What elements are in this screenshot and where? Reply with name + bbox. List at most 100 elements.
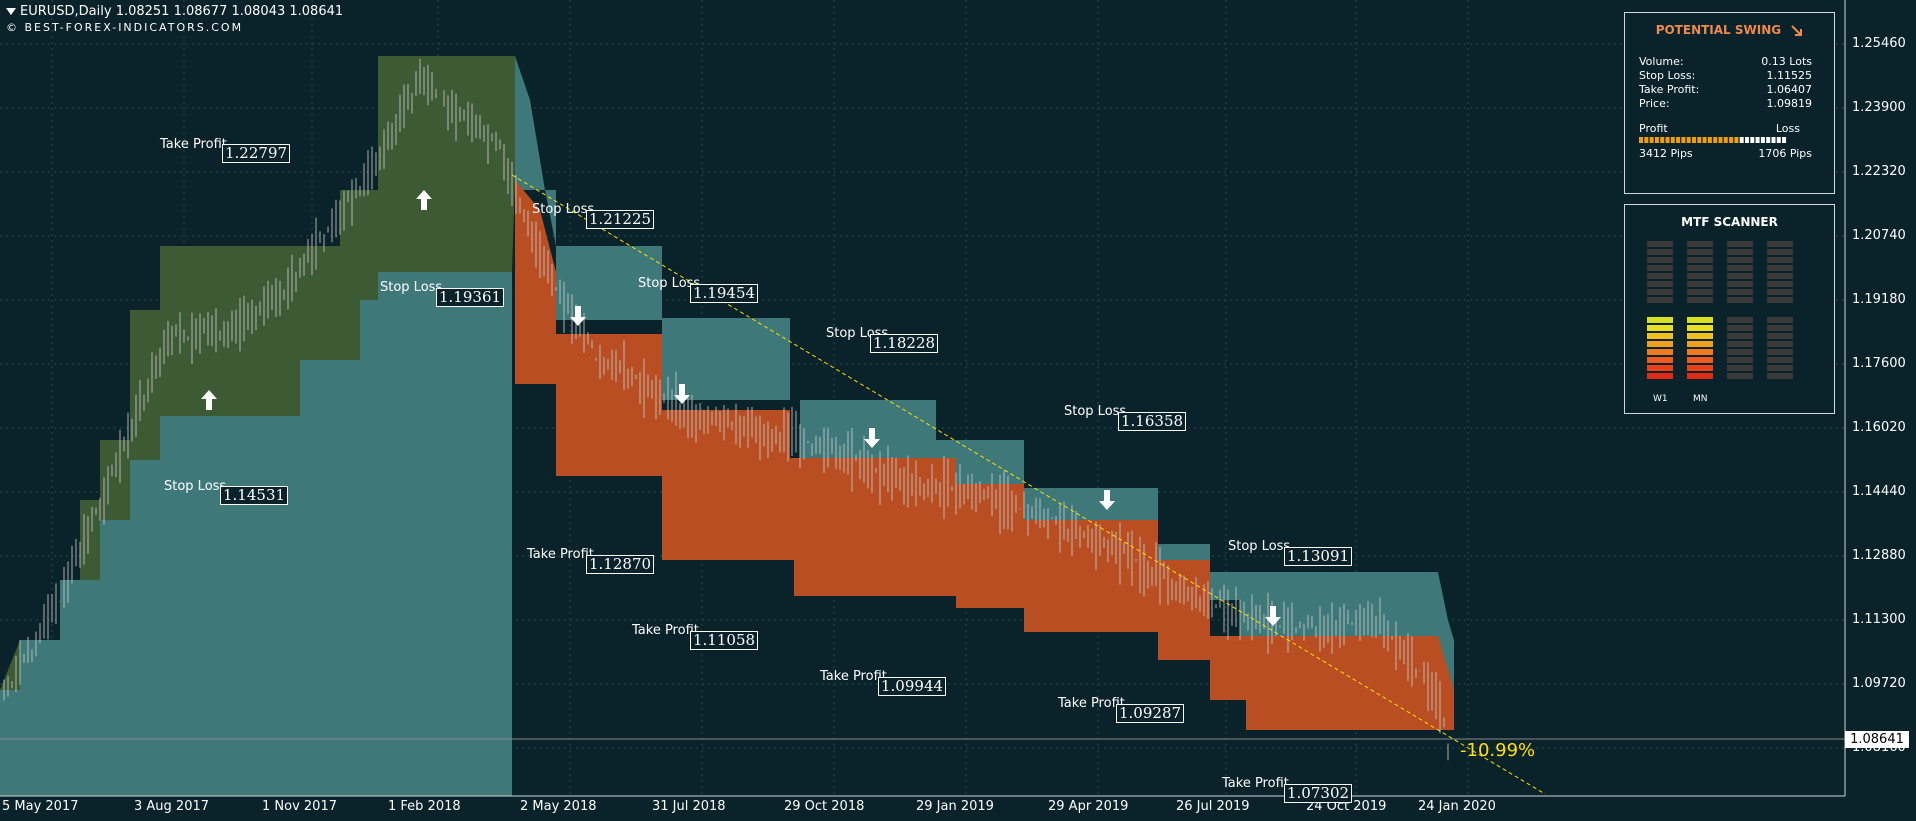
mtf-scanner-title: MTF SCANNER [1681, 215, 1778, 229]
level-value: 1.11058 [690, 631, 759, 650]
meter-cell [1767, 317, 1793, 323]
profit-loss-segment [1750, 137, 1755, 143]
profit-loss-segment [1654, 137, 1659, 143]
meter-cell [1687, 257, 1713, 263]
meter-cell [1647, 297, 1673, 303]
price-tick-label: 1.22320 [1852, 164, 1906, 179]
chart-header: EURUSD,Daily 1.08251 1.08677 1.08043 1.0… [6, 4, 343, 36]
symbol-line: EURUSD,Daily 1.08251 1.08677 1.08043 1.0… [20, 4, 344, 19]
level-label: Take Profit [632, 623, 699, 638]
volume-row: Volume: 0.13 Lots [1639, 55, 1812, 68]
profit-loss-segment [1665, 137, 1670, 143]
meter-cell [1687, 281, 1713, 287]
date-tick-label: 29 Apr 2019 [1048, 799, 1129, 814]
meter-cell [1647, 273, 1673, 279]
stop-loss-row: Stop Loss: 1.11525 [1639, 69, 1812, 82]
meter-cell [1767, 333, 1793, 339]
swing-bands [0, 56, 1454, 796]
price-tick-label: 1.17600 [1852, 356, 1906, 371]
profit-loss-segment [1734, 137, 1739, 143]
meter-cell [1767, 325, 1793, 331]
meter-cell [1687, 289, 1713, 295]
meter-cell [1727, 317, 1753, 323]
meter-cell [1727, 365, 1753, 371]
pips-row: 3412 Pips 1706 Pips [1639, 147, 1812, 160]
level-label: Take Profit [160, 137, 227, 152]
profit-loss-segment [1745, 137, 1749, 143]
potential-swing-title: POTENTIAL SWING [1625, 23, 1834, 37]
meter-cell [1647, 357, 1673, 363]
level-value: 1.09287 [1116, 704, 1185, 723]
arrow-down-icon [864, 428, 880, 448]
meter-cell [1767, 357, 1793, 363]
meter-cell [1687, 341, 1713, 347]
meter-cell [1647, 365, 1673, 371]
profit-loss-segment [1771, 137, 1776, 143]
meter-cell [1727, 289, 1753, 295]
meter-cell [1647, 257, 1673, 263]
meter-cell [1647, 373, 1673, 379]
profit-loss-bar [1639, 137, 1787, 143]
date-tick-label: 3 Aug 2017 [134, 799, 210, 814]
profit-loss-segment [1718, 137, 1723, 143]
arrow-down-icon [1099, 490, 1115, 510]
meter-cell [1687, 373, 1713, 379]
price-row: Price: 1.09819 [1639, 97, 1812, 110]
level-value: 1.14531 [220, 486, 289, 505]
arrow-up-icon [201, 390, 217, 410]
date-tick-label: 1 Feb 2018 [388, 799, 461, 814]
level-value: 1.21225 [586, 210, 655, 229]
level-value: 1.19454 [690, 284, 759, 303]
profit-loss-segment [1755, 137, 1760, 143]
meter-cell [1767, 281, 1793, 287]
price-tick-label: 1.14440 [1852, 484, 1906, 499]
profit-loss-segment [1739, 137, 1744, 143]
meter-cell [1687, 349, 1713, 355]
meter-cell [1687, 325, 1713, 331]
meter-cell [1647, 241, 1673, 247]
meter-cell [1727, 281, 1753, 287]
meter-cell [1767, 373, 1793, 379]
profit-loss-segment [1782, 137, 1787, 143]
menu-triangle-icon[interactable] [6, 8, 16, 15]
meter-cell [1647, 265, 1673, 271]
uptrend-band [0, 56, 515, 690]
arrow-down-icon [570, 306, 586, 326]
meter-cell [1687, 297, 1713, 303]
level-value: 1.16358 [1118, 412, 1187, 431]
profit-loss-segment [1660, 137, 1665, 143]
meter-cell [1727, 357, 1753, 363]
level-label: Stop Loss [380, 280, 443, 295]
meter-cell [1647, 325, 1673, 331]
profit-loss-segment [1729, 137, 1734, 143]
profit-loss-segment [1649, 137, 1654, 143]
meter-cell [1687, 249, 1713, 255]
profit-loss-segment [1686, 137, 1691, 143]
current-price-label: 1.08641 [1845, 731, 1909, 748]
profit-loss-segment [1692, 137, 1696, 143]
profit-loss-segment [1644, 137, 1649, 143]
level-label: Stop Loss [638, 276, 701, 291]
take-profit-row: Take Profit: 1.06407 [1639, 83, 1812, 96]
level-label: Take Profit [1058, 696, 1125, 711]
date-tick-label: 26 Jul 2019 [1176, 799, 1250, 814]
meter-cell [1687, 265, 1713, 271]
profit-loss-segment [1697, 137, 1702, 143]
profit-loss-segment [1676, 137, 1681, 143]
mtf-scanner-panel: MTF SCANNER W1 MN [1624, 204, 1835, 414]
meter-cell [1767, 365, 1793, 371]
meter-cell [1687, 333, 1713, 339]
price-tick-label: 1.09720 [1852, 676, 1906, 691]
meter-cell [1687, 317, 1713, 323]
meter-cell [1647, 317, 1673, 323]
date-tick-label: 29 Oct 2018 [784, 799, 865, 814]
price-tick-label: 1.16020 [1852, 420, 1906, 435]
meter-cell [1727, 249, 1753, 255]
level-label: Stop Loss [1228, 539, 1291, 554]
meter-cell [1767, 349, 1793, 355]
date-tick-label: 24 Jan 2020 [1418, 799, 1496, 814]
profit-loss-segment [1670, 137, 1675, 143]
meter-cell [1647, 341, 1673, 347]
profit-loss-header: Profit Loss [1639, 122, 1800, 135]
arrow-up-icon [416, 190, 432, 210]
